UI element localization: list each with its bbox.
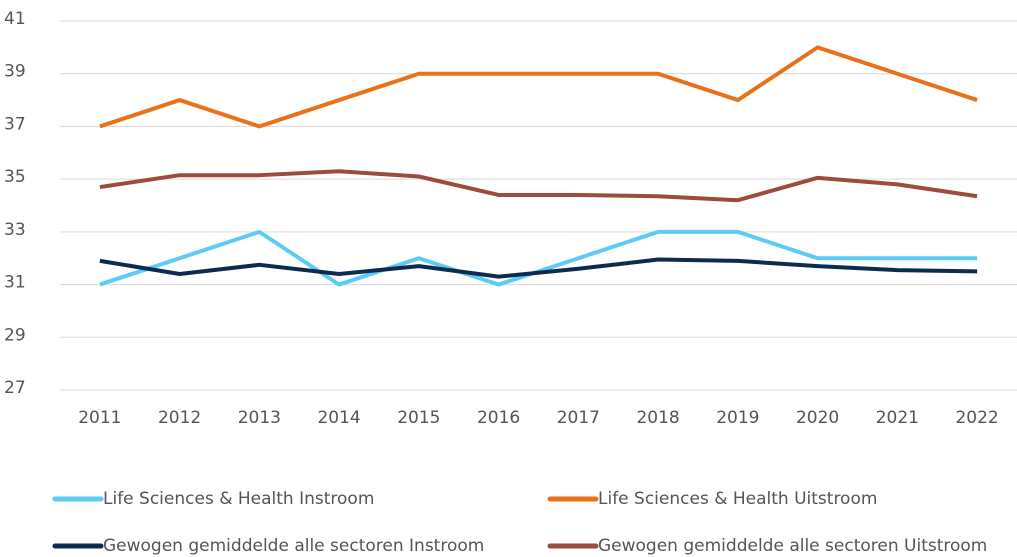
x-tick-label: 2017 bbox=[557, 408, 600, 428]
series-line bbox=[99, 45, 978, 129]
x-tick-label: 2018 bbox=[636, 408, 679, 428]
y-tick-label: 39 bbox=[4, 62, 26, 82]
x-tick-label: 2020 bbox=[796, 408, 839, 428]
x-tick-label: 2021 bbox=[876, 408, 919, 428]
x-tick-label: 2022 bbox=[955, 408, 998, 428]
y-tick-label: 33 bbox=[4, 220, 26, 240]
legend-label: Life Sciences & Health Instroom bbox=[103, 489, 374, 509]
y-tick-label: 29 bbox=[4, 325, 26, 345]
x-tick-label: 2019 bbox=[716, 408, 759, 428]
y-tick-label: 41 bbox=[4, 9, 26, 29]
legend-label: Life Sciences & Health Uitstroom bbox=[598, 489, 877, 509]
x-tick-label: 2015 bbox=[397, 408, 440, 428]
series-line bbox=[99, 229, 978, 287]
series-line bbox=[99, 169, 978, 203]
x-tick-label: 2013 bbox=[238, 408, 281, 428]
x-tick-label: 2012 bbox=[158, 408, 201, 428]
y-tick-label: 31 bbox=[4, 273, 26, 293]
y-tick-label: 35 bbox=[4, 167, 26, 187]
x-tick-label: 2014 bbox=[317, 408, 360, 428]
legend-label: Gewogen gemiddelde alle sectoren Uitstro… bbox=[598, 536, 987, 556]
y-tick-label: 37 bbox=[4, 114, 26, 134]
x-tick-label: 2016 bbox=[477, 408, 520, 428]
legend-label: Gewogen gemiddelde alle sectoren Instroo… bbox=[103, 536, 484, 556]
y-tick-label: 27 bbox=[4, 378, 26, 398]
series-line bbox=[99, 257, 978, 279]
x-tick-label: 2011 bbox=[78, 408, 121, 428]
